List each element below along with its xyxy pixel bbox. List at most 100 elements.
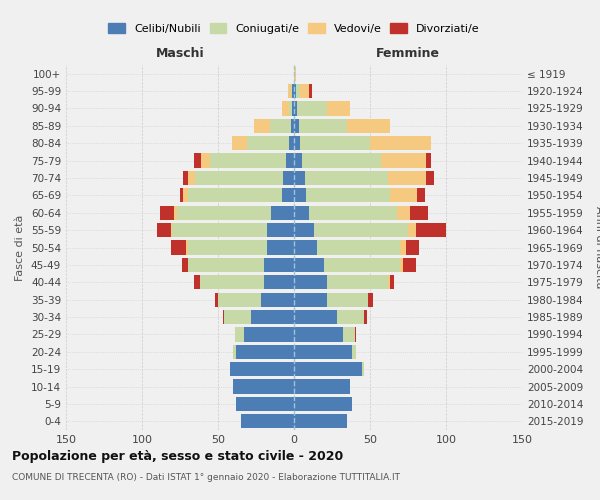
Bar [195, 171, 283, 185]
Bar [294, 206, 309, 220]
Bar [230, 362, 294, 376]
Bar [397, 206, 410, 220]
Bar [426, 171, 434, 185]
Text: Femmine: Femmine [376, 47, 440, 60]
Bar [241, 414, 294, 428]
Bar [294, 275, 328, 289]
Bar [352, 344, 356, 359]
Bar [236, 397, 294, 411]
Bar [251, 310, 294, 324]
Bar [194, 154, 201, 168]
Bar [380, 154, 426, 168]
Bar [266, 223, 294, 237]
Bar [183, 188, 188, 202]
Bar [269, 118, 291, 133]
Bar [294, 188, 306, 202]
Bar [299, 118, 347, 133]
Bar [309, 84, 312, 98]
Bar [180, 188, 183, 202]
Bar [236, 344, 294, 359]
Bar [211, 154, 286, 168]
Bar [302, 154, 380, 168]
Bar [171, 223, 172, 237]
Bar [328, 275, 388, 289]
Bar [294, 328, 343, 342]
Bar [188, 188, 282, 202]
Bar [362, 362, 364, 376]
Bar [235, 328, 244, 342]
Bar [291, 118, 294, 133]
Bar [294, 397, 352, 411]
Bar [282, 188, 294, 202]
Bar [355, 328, 356, 342]
Bar [232, 136, 247, 150]
Bar [294, 102, 297, 116]
Bar [294, 240, 317, 254]
Bar [403, 258, 416, 272]
Bar [314, 223, 408, 237]
Bar [408, 223, 416, 237]
Bar [263, 275, 294, 289]
Bar [292, 102, 294, 116]
Bar [296, 84, 300, 98]
Y-axis label: Fasce di età: Fasce di età [16, 214, 25, 280]
Bar [416, 223, 446, 237]
Bar [300, 84, 309, 98]
Bar [282, 102, 289, 116]
Bar [289, 136, 294, 150]
Bar [194, 275, 200, 289]
Bar [233, 344, 236, 359]
Bar [294, 414, 347, 428]
Bar [309, 206, 397, 220]
Bar [368, 292, 373, 307]
Bar [388, 171, 426, 185]
Bar [218, 292, 260, 307]
Bar [160, 206, 174, 220]
Bar [390, 188, 417, 202]
Bar [294, 380, 350, 394]
Bar [390, 275, 394, 289]
Bar [171, 240, 186, 254]
Bar [266, 240, 294, 254]
Text: Popolazione per età, sesso e stato civile - 2020: Popolazione per età, sesso e stato civil… [12, 450, 343, 463]
Bar [224, 310, 251, 324]
Bar [263, 258, 294, 272]
Bar [400, 258, 403, 272]
Bar [172, 223, 266, 237]
Bar [283, 171, 294, 185]
Bar [337, 310, 364, 324]
Bar [300, 136, 370, 150]
Bar [306, 188, 390, 202]
Bar [294, 84, 296, 98]
Bar [410, 206, 428, 220]
Bar [294, 344, 352, 359]
Bar [233, 380, 294, 394]
Bar [294, 118, 299, 133]
Bar [294, 223, 314, 237]
Bar [289, 102, 292, 116]
Bar [174, 206, 177, 220]
Bar [417, 188, 425, 202]
Bar [400, 240, 406, 254]
Bar [188, 171, 195, 185]
Bar [347, 118, 390, 133]
Text: COMUNE DI TRECENTA (RO) - Dati ISTAT 1° gennaio 2020 - Elaborazione TUTTITALIA.I: COMUNE DI TRECENTA (RO) - Dati ISTAT 1° … [12, 472, 400, 482]
Bar [297, 102, 328, 116]
Bar [200, 275, 263, 289]
Bar [291, 84, 292, 98]
Bar [294, 136, 300, 150]
Bar [294, 171, 305, 185]
Legend: Celibi/Nubili, Coniugati/e, Vedovi/e, Divorziati/e: Celibi/Nubili, Coniugati/e, Vedovi/e, Di… [105, 20, 483, 37]
Bar [260, 292, 294, 307]
Bar [294, 362, 362, 376]
Bar [254, 118, 269, 133]
Bar [188, 258, 263, 272]
Bar [186, 240, 188, 254]
Bar [294, 258, 325, 272]
Bar [188, 240, 266, 254]
Bar [294, 292, 328, 307]
Bar [247, 136, 289, 150]
Bar [157, 223, 171, 237]
Bar [292, 84, 294, 98]
Bar [183, 171, 188, 185]
